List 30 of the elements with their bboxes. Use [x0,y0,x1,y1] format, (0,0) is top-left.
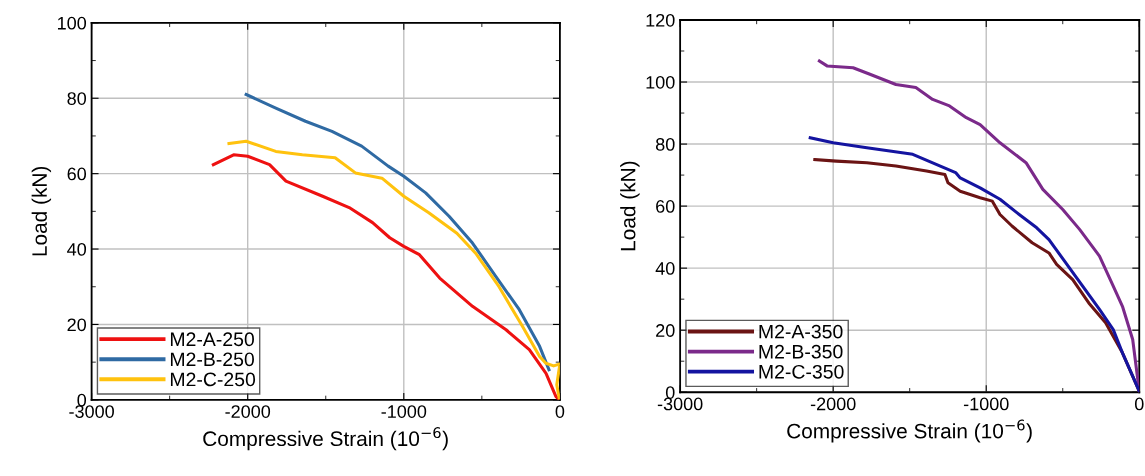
x-tick-label: -2000 [225,405,271,418]
x-tick-label: 0 [555,405,565,418]
legend-label: M2-A-250 [170,332,254,347]
y-tick-label: 40 [655,262,675,275]
x-axis-title: Compressive Strain (10$^{−6}$) [787,419,1032,443]
y-tick-label: 60 [67,167,87,181]
legend-label: M2-C-350 [759,364,844,379]
y-tick-label: 0 [665,386,675,399]
legend-label: M2-B-350 [759,344,843,359]
legend-label: M2-A-350 [759,324,843,339]
y-tick-label: 60 [656,200,675,213]
x-tick-label: 0 [1134,397,1144,411]
y-tick-label: 100 [646,75,675,89]
x-tick-label: -2000 [810,397,856,411]
legend-label: M2-C-250 [170,372,256,387]
x-tick-label: -3000 [69,405,114,418]
y-tick-label: 80 [67,92,87,105]
y-tick-label: 20 [67,318,87,332]
legend-label: M2-B-250 [170,352,254,367]
y-tick-label: 40 [67,242,87,256]
x-axis-title: Compressive Strain (10$^{−6}$) [203,427,448,451]
x-tick-label: -1000 [381,405,427,418]
y-tick-label: 100 [57,16,87,30]
y-tick-label: 80 [655,138,675,151]
x-tick-label: -3000 [657,397,703,411]
y-axis-title: Load (kN) [620,161,640,251]
x-tick-label: -1000 [963,397,1009,411]
y-axis-title: Load (kN) [31,166,52,256]
y-tick-label: 120 [646,13,675,27]
y-tick-label: 20 [656,324,675,337]
